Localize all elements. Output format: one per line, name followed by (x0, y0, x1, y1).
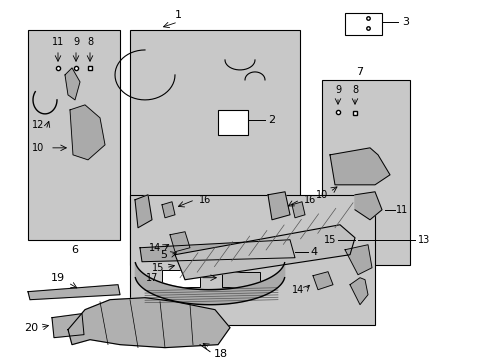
Polygon shape (267, 192, 289, 220)
Text: 8: 8 (87, 37, 93, 47)
Text: 7: 7 (356, 67, 363, 77)
Text: 10: 10 (315, 190, 327, 200)
Text: 3: 3 (401, 17, 408, 27)
Text: 13: 13 (417, 235, 429, 245)
Polygon shape (135, 195, 152, 228)
Polygon shape (28, 285, 120, 300)
Polygon shape (329, 148, 389, 185)
Bar (218, 110, 247, 135)
Bar (222, 272, 260, 287)
Text: 5: 5 (160, 250, 167, 260)
Text: 9: 9 (73, 37, 79, 47)
Polygon shape (70, 105, 105, 160)
Polygon shape (175, 225, 354, 280)
Polygon shape (65, 68, 80, 100)
Polygon shape (354, 192, 381, 220)
Polygon shape (162, 202, 175, 218)
Polygon shape (52, 314, 84, 338)
Text: 15: 15 (151, 263, 164, 273)
Text: 20: 20 (24, 323, 38, 333)
Text: 14: 14 (148, 243, 161, 253)
Text: 16: 16 (303, 195, 315, 205)
Polygon shape (135, 263, 284, 305)
Polygon shape (170, 232, 190, 252)
Text: 14: 14 (291, 285, 304, 295)
Text: 17: 17 (145, 273, 158, 283)
Text: 4: 4 (309, 247, 317, 257)
Bar (162, 270, 200, 287)
Polygon shape (140, 240, 294, 262)
Polygon shape (312, 272, 332, 290)
Text: 11: 11 (395, 205, 407, 215)
Text: 2: 2 (267, 115, 275, 125)
Bar (130, 195, 374, 325)
Text: 19: 19 (51, 273, 65, 283)
Text: 8: 8 (351, 85, 357, 95)
Text: 9: 9 (334, 85, 340, 95)
Bar (28, 30, 120, 240)
Text: 6: 6 (71, 245, 79, 255)
Polygon shape (345, 245, 371, 275)
Text: 18: 18 (214, 348, 228, 359)
Bar (130, 30, 299, 265)
Bar (321, 80, 409, 265)
Text: 10: 10 (32, 143, 44, 153)
Polygon shape (349, 278, 367, 305)
Polygon shape (291, 202, 305, 218)
Polygon shape (68, 298, 229, 348)
Text: 12: 12 (32, 120, 44, 130)
Text: 15: 15 (323, 235, 336, 245)
Text: 16: 16 (199, 195, 211, 205)
Text: 1: 1 (174, 10, 181, 20)
Text: 11: 11 (52, 37, 64, 47)
Bar (345, 13, 381, 35)
